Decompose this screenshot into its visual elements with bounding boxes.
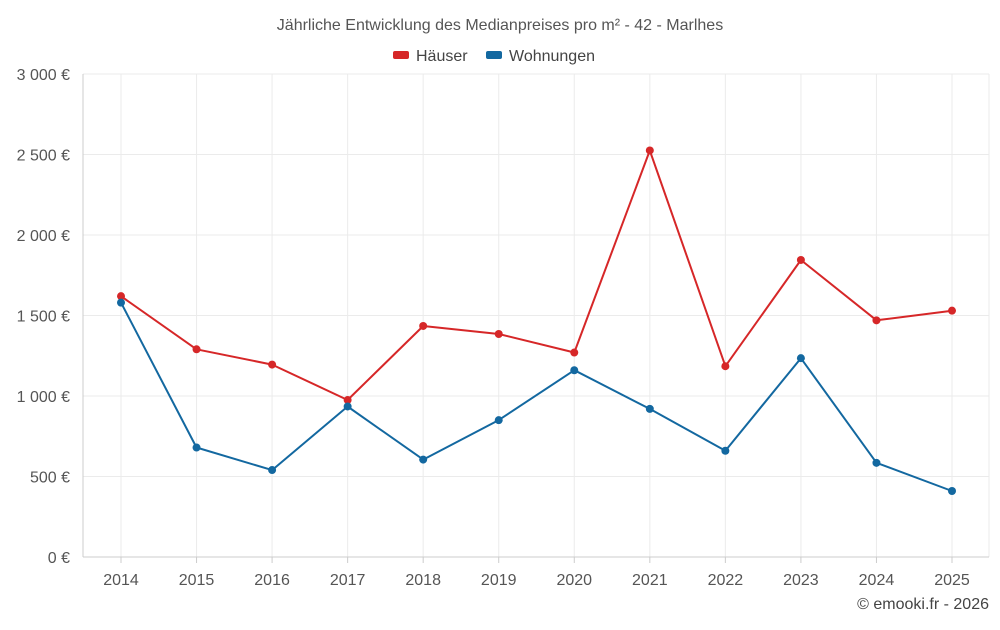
x-tick-label: 2019 xyxy=(481,572,517,589)
legend-label-wohnungen: Wohnungen xyxy=(509,48,595,65)
data-point-wohnungen[interactable] xyxy=(721,446,730,455)
data-point-wohnungen[interactable] xyxy=(872,458,881,467)
x-axis: 2014 2015 2016 2017 2018 2019 2020 2021 2022 2023… xyxy=(103,557,970,589)
data-point-wohnungen[interactable] xyxy=(796,354,805,363)
series-wohnungen xyxy=(117,298,956,495)
chart-title: Jährliche Entwicklung des Medianpreises … xyxy=(277,17,723,34)
series-hauser xyxy=(117,146,956,405)
x-tick-label: 2025 xyxy=(934,572,970,589)
y-tick-label: 1 500 € xyxy=(17,309,70,326)
y-tick-label: 2 000 € xyxy=(17,228,70,245)
x-tick-label: 2023 xyxy=(783,572,819,589)
series-line-wohnungen xyxy=(120,302,953,492)
x-tick-label: 2022 xyxy=(708,572,744,589)
y-axis: 0 € 500 € 1 000 € 1 500 € 2 000 € 2 500 € 3 00… xyxy=(17,67,84,567)
legend-item-wohnungen[interactable]: Wohnungen xyxy=(486,48,595,65)
legend-swatch-wohnungen xyxy=(486,51,502,59)
x-tick-label: 2015 xyxy=(179,572,215,589)
x-tick-label: 2016 xyxy=(254,572,290,589)
data-point-wohnungen[interactable] xyxy=(343,402,352,411)
series-group xyxy=(117,146,956,495)
x-tick-label: 2017 xyxy=(330,572,366,589)
data-point-hauser[interactable] xyxy=(721,362,730,371)
y-tick-label: 0 € xyxy=(48,550,70,567)
data-point-hauser[interactable] xyxy=(117,292,125,301)
y-tick-label: 1 000 € xyxy=(17,389,70,406)
data-point-wohnungen[interactable] xyxy=(117,298,125,307)
data-point-hauser[interactable] xyxy=(872,316,881,325)
data-point-hauser[interactable] xyxy=(343,396,352,405)
data-point-hauser[interactable] xyxy=(570,348,579,357)
data-point-wohnungen[interactable] xyxy=(948,486,956,495)
x-tick-label: 2020 xyxy=(556,572,592,589)
data-point-wohnungen[interactable] xyxy=(570,366,579,375)
legend[interactable]: Häuser Wohnungen xyxy=(393,48,595,65)
legend-label-hauser: Häuser xyxy=(416,48,468,65)
y-tick-label: 500 € xyxy=(30,470,70,487)
x-tick-label: 2018 xyxy=(405,572,441,589)
x-tick-label: 2024 xyxy=(859,572,895,589)
x-tick-label: 2014 xyxy=(103,572,139,589)
data-point-hauser[interactable] xyxy=(645,146,654,155)
legend-swatch-hauser xyxy=(393,51,409,59)
data-point-hauser[interactable] xyxy=(419,321,428,330)
data-point-hauser[interactable] xyxy=(192,345,201,354)
data-point-wohnungen[interactable] xyxy=(268,466,277,475)
data-point-wohnungen[interactable] xyxy=(419,455,428,464)
data-point-wohnungen[interactable] xyxy=(645,404,654,413)
grid xyxy=(83,73,990,558)
legend-item-hauser[interactable]: Häuser xyxy=(393,48,468,65)
data-point-wohnungen[interactable] xyxy=(192,443,201,452)
data-point-hauser[interactable] xyxy=(494,330,503,339)
y-tick-label: 3 000 € xyxy=(17,67,70,84)
copyright-credit: © emooki.fr - 2026 xyxy=(857,596,989,613)
y-tick-label: 2 500 € xyxy=(17,148,70,165)
data-point-hauser[interactable] xyxy=(796,255,805,264)
data-point-wohnungen[interactable] xyxy=(494,416,503,425)
x-tick-label: 2021 xyxy=(632,572,668,589)
series-line-hauser xyxy=(120,149,953,401)
data-point-hauser[interactable] xyxy=(268,360,277,369)
data-point-hauser[interactable] xyxy=(948,306,956,315)
